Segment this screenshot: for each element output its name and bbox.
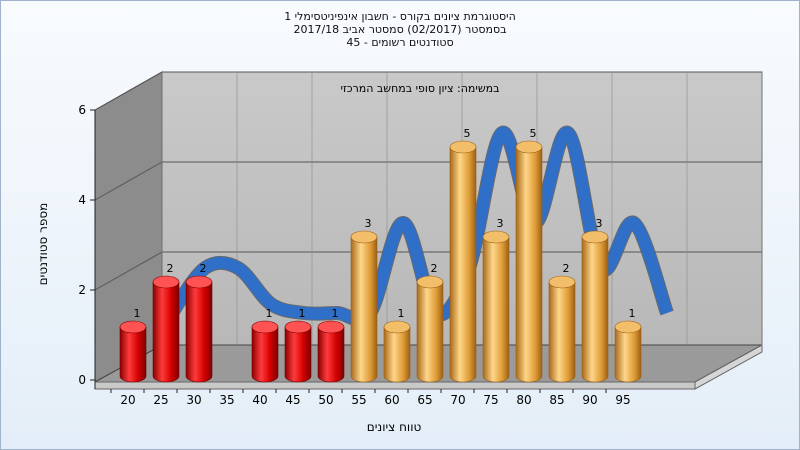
- bar-value-label: 1: [299, 307, 306, 320]
- bar-cap: [152, 275, 180, 289]
- bar: 1: [383, 307, 411, 383]
- y-axis-title: מספר סטודנטים: [36, 203, 50, 286]
- bar-cap: [581, 230, 609, 244]
- bar-value-label: 2: [200, 262, 207, 275]
- x-tick-label: 55: [351, 393, 366, 407]
- bar-cap: [317, 320, 345, 334]
- x-tick-label: 45: [285, 393, 300, 407]
- bar-body: [251, 326, 279, 383]
- x-tick-label: 50: [318, 393, 333, 407]
- x-tick-label: 85: [549, 393, 564, 407]
- bar-value-label: 1: [629, 307, 636, 320]
- bar-body: [449, 146, 477, 383]
- bar-value-label: 3: [497, 217, 504, 230]
- bar-cap: [251, 320, 279, 334]
- bar-body: [152, 281, 180, 383]
- bar-value-label: 5: [464, 127, 471, 140]
- gridline-side: [94, 71, 163, 111]
- bar-value-label: 3: [365, 217, 372, 230]
- bar: 2: [152, 262, 180, 383]
- x-tick-label: 30: [186, 393, 201, 407]
- bar-value-label: 1: [134, 307, 141, 320]
- bar: 3: [581, 217, 609, 383]
- x-tick-label: 20: [120, 393, 135, 407]
- bar-cap: [614, 320, 642, 334]
- x-tick-label: 65: [417, 393, 432, 407]
- bar: 1: [251, 307, 279, 383]
- bar-value-label: 1: [266, 307, 273, 320]
- chart-title-line-1: היסטוגרמת ציונים בקורס - חשבון אינפיניטס…: [284, 10, 516, 23]
- bar-body: [119, 326, 147, 383]
- chart-title: היסטוגרמת ציונים בקורס - חשבון אינפיניטס…: [0, 10, 800, 49]
- y-tick-label: 4: [78, 193, 86, 207]
- bar-body: [416, 281, 444, 383]
- bar: 2: [548, 262, 576, 383]
- x-tick-label: 35: [219, 393, 234, 407]
- chart-title-line-3: סטודנטים רשומים - 45: [346, 36, 454, 49]
- bar-cap: [449, 140, 477, 154]
- gridline-side: [94, 251, 163, 291]
- bar: 3: [482, 217, 510, 383]
- bar-body: [482, 236, 510, 383]
- x-tick-label: 80: [516, 393, 531, 407]
- bar: 1: [119, 307, 147, 383]
- x-tick-label: 25: [153, 393, 168, 407]
- bar-value-label: 2: [431, 262, 438, 275]
- bar: 5: [515, 127, 543, 383]
- bar-cap: [482, 230, 510, 244]
- bar-body: [548, 281, 576, 383]
- bar-body: [515, 146, 543, 383]
- bar-cap: [350, 230, 378, 244]
- bar-body: [581, 236, 609, 383]
- floor-right-edge: [694, 344, 763, 390]
- chart-annotation: במשימה: ציון סופי במחשב המרכזי: [340, 82, 499, 95]
- bar-value-label: 1: [398, 307, 405, 320]
- bar-value-label: 3: [596, 217, 603, 230]
- bar-value-label: 5: [530, 127, 537, 140]
- bar: 5: [449, 127, 477, 383]
- bar: 1: [317, 307, 345, 383]
- bar-body: [350, 236, 378, 383]
- bar: 2: [416, 262, 444, 383]
- x-tick-label: 70: [450, 393, 465, 407]
- x-tick-label: 75: [483, 393, 498, 407]
- bar-cap: [185, 275, 213, 289]
- y-tick-label: 6: [78, 103, 86, 117]
- bar-value-label: 1: [332, 307, 339, 320]
- bar: 3: [350, 217, 378, 383]
- bar-value-label: 2: [167, 262, 174, 275]
- x-tick-label: 40: [252, 393, 267, 407]
- chart-title-line-2: בסמסטר (02/2017) סמסטר אביב 2017/18: [293, 23, 507, 36]
- bar-body: [317, 326, 345, 383]
- y-tick-label: 2: [78, 283, 86, 297]
- y-tick-label: 0: [78, 373, 86, 387]
- bar-body: [185, 281, 213, 383]
- bar-value-label: 2: [563, 262, 570, 275]
- bar-cap: [119, 320, 147, 334]
- x-tick-label: 90: [582, 393, 597, 407]
- bar-cap: [548, 275, 576, 289]
- bar-body: [383, 326, 411, 383]
- bar-cap: [515, 140, 543, 154]
- bar-body: [614, 326, 642, 383]
- bar: 2: [185, 262, 213, 383]
- bar: 1: [614, 307, 642, 383]
- bar-cap: [416, 275, 444, 289]
- bar-cap: [284, 320, 312, 334]
- x-tick-label: 60: [384, 393, 399, 407]
- x-tick-label: 95: [615, 393, 630, 407]
- bar-cap: [383, 320, 411, 334]
- x-axis-title: טווח ציונים: [367, 420, 422, 434]
- floor-front-edge: [94, 381, 696, 390]
- bar: 1: [284, 307, 312, 383]
- gridline-side: [94, 161, 163, 201]
- bar-body: [284, 326, 312, 383]
